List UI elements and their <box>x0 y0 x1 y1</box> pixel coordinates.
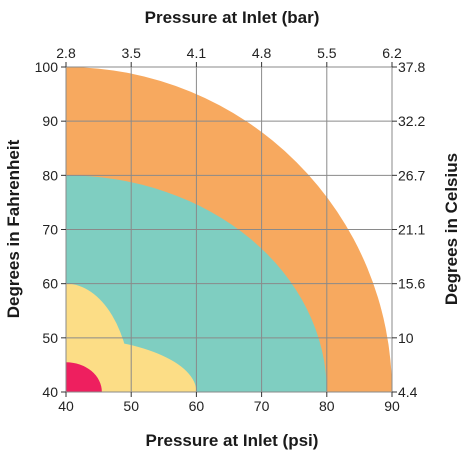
right-tick-label-2: 15.6 <box>398 276 425 292</box>
bottom-tick-label-1: 50 <box>123 398 139 414</box>
bottom-tick-label-0: 40 <box>58 398 74 414</box>
right-tick-label-3: 21.1 <box>398 222 425 238</box>
chart-ticks: 40 50 60 70 80 90 2.8 3.5 4.1 4.8 5.5 6.2 40 50 60 70 80… <box>35 45 426 414</box>
left-tick-label-3: 70 <box>42 222 58 238</box>
left-tick-label-6: 100 <box>35 59 59 75</box>
left-tick-label-1: 50 <box>42 330 58 346</box>
top-tick-label-4: 5.5 <box>317 45 337 61</box>
region-4 <box>66 362 102 392</box>
top-tick-label-3: 4.8 <box>252 45 272 61</box>
bottom-tick-label-4: 80 <box>319 398 335 414</box>
bottom-tick-label-2: 60 <box>189 398 205 414</box>
left-tick-label-4: 80 <box>42 167 58 183</box>
left-tick-label-0: 40 <box>42 384 58 400</box>
top-tick-label-2: 4.1 <box>187 45 207 61</box>
top-tick-label-5: 6.2 <box>382 45 402 61</box>
right-axis-title: Degrees in Celsius <box>442 153 461 305</box>
right-tick-label-0: 4.4 <box>398 384 418 400</box>
left-axis-title: Degrees in Fahrenheit <box>4 139 23 318</box>
right-tick-label-6: 37.8 <box>398 59 425 75</box>
bottom-tick-label-5: 90 <box>384 398 400 414</box>
top-tick-label-0: 2.8 <box>56 45 76 61</box>
top-axis-title: Pressure at Inlet (bar) <box>145 8 320 27</box>
right-tick-label-4: 26.7 <box>398 167 425 183</box>
right-tick-label-5: 32.2 <box>398 113 425 129</box>
right-tick-label-1: 10 <box>398 330 414 346</box>
bottom-tick-label-3: 70 <box>254 398 270 414</box>
top-tick-label-1: 3.5 <box>121 45 141 61</box>
left-tick-label-2: 60 <box>42 276 58 292</box>
bottom-axis-title: Pressure at Inlet (psi) <box>146 431 319 450</box>
left-tick-label-5: 90 <box>42 113 58 129</box>
